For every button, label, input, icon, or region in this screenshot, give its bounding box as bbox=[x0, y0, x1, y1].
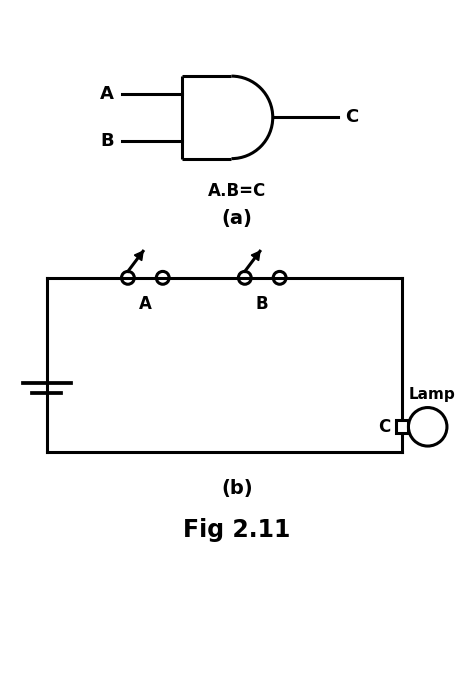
Text: Fig 2.11: Fig 2.11 bbox=[183, 518, 291, 542]
Text: A: A bbox=[100, 85, 114, 103]
Text: A: A bbox=[139, 295, 152, 313]
Text: A.B=C: A.B=C bbox=[208, 182, 266, 200]
Bar bbox=[396, 421, 409, 433]
Text: Lamp: Lamp bbox=[409, 387, 456, 402]
Polygon shape bbox=[251, 251, 260, 261]
Text: (b): (b) bbox=[221, 479, 253, 498]
Circle shape bbox=[409, 408, 447, 446]
Text: B: B bbox=[256, 295, 269, 313]
Text: (a): (a) bbox=[221, 209, 253, 228]
Text: C: C bbox=[345, 108, 358, 127]
Text: B: B bbox=[100, 132, 114, 150]
Text: C: C bbox=[378, 418, 390, 436]
Polygon shape bbox=[135, 251, 143, 261]
